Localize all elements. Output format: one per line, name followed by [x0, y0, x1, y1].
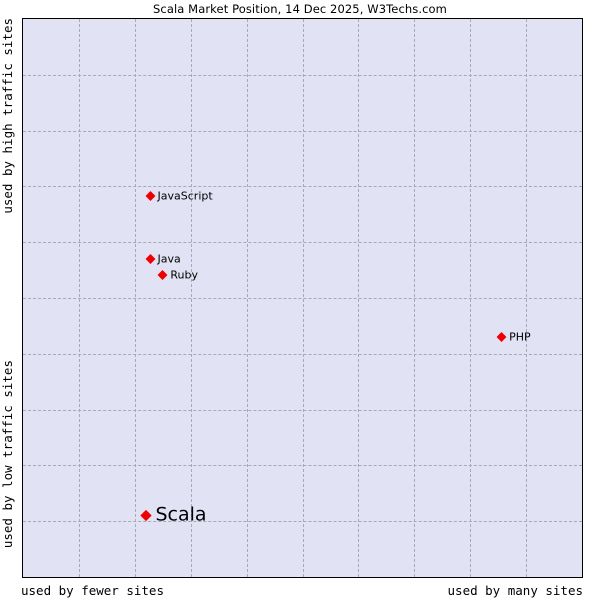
gridline-vertical — [246, 19, 248, 577]
data-point-php[interactable]: PHP — [496, 330, 531, 343]
gridline-horizontal — [23, 130, 582, 132]
diamond-marker-icon — [496, 331, 507, 342]
gridline-horizontal — [23, 465, 582, 467]
x-axis-many-sites-label: used by many sites — [447, 583, 583, 598]
gridline-vertical — [470, 19, 472, 577]
data-point-ruby[interactable]: Ruby — [157, 268, 199, 282]
data-point-javascript[interactable]: JavaScript — [145, 189, 213, 203]
gridline-horizontal — [23, 242, 582, 244]
gridline-horizontal — [23, 74, 582, 76]
data-point-label: Scala — [155, 503, 207, 526]
diamond-marker-icon — [139, 509, 152, 521]
gridline-vertical — [358, 19, 360, 577]
y-axis-low-traffic-label: used by low traffic sites — [0, 360, 15, 549]
gridline-horizontal — [23, 521, 582, 523]
gridline-vertical — [526, 19, 528, 577]
data-point-label: PHP — [509, 330, 531, 343]
gridline-vertical — [134, 19, 136, 577]
data-point-scala[interactable]: Scala — [139, 503, 207, 526]
gridline-horizontal — [23, 298, 582, 299]
plot-area: JavaScript Java Ruby PHP Scala — [22, 18, 583, 578]
gridline-horizontal — [23, 186, 582, 188]
data-point-label: Java — [157, 252, 181, 266]
diamond-marker-icon — [157, 269, 168, 280]
data-point-label: Ruby — [170, 268, 199, 282]
diamond-marker-icon — [145, 253, 155, 264]
data-point-java[interactable]: Java — [145, 252, 181, 266]
x-axis-fewer-sites-label: used by fewer sites — [21, 583, 164, 598]
gridline-horizontal — [23, 409, 582, 411]
gridline-vertical — [190, 19, 192, 577]
data-point-label: JavaScript — [157, 189, 213, 203]
gridline-horizontal — [23, 353, 582, 355]
gridline-vertical — [302, 19, 304, 577]
y-axis-high-traffic-label: used by high traffic sites — [0, 18, 15, 214]
chart-title: Scala Market Position, 14 Dec 2025, W3Te… — [153, 2, 447, 16]
gridline-vertical — [414, 19, 416, 577]
gridline-vertical — [78, 19, 80, 577]
diamond-marker-icon — [145, 191, 155, 202]
